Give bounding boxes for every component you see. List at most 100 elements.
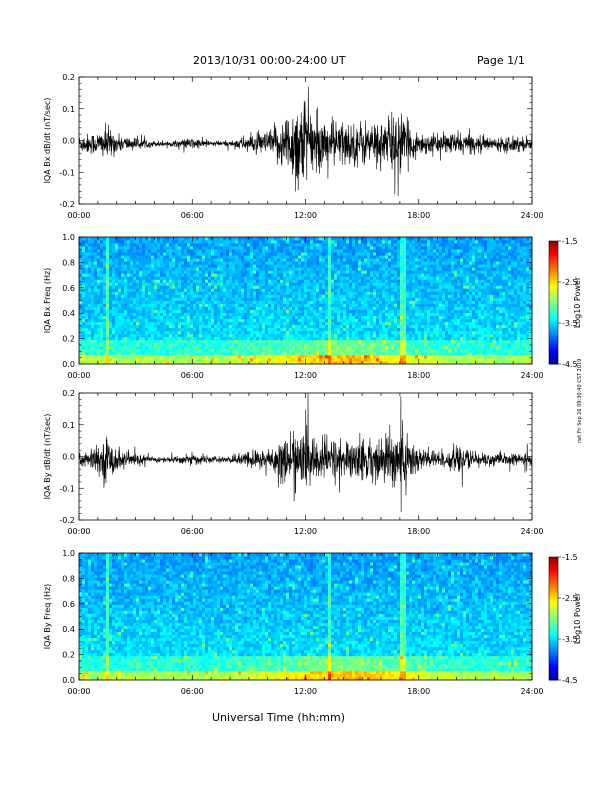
spectrogram-cell xyxy=(145,267,149,271)
spectrogram-cell xyxy=(106,303,110,307)
spectrogram-cell xyxy=(190,321,194,326)
spectrogram-cell xyxy=(190,249,194,253)
spectrogram-cell xyxy=(130,312,134,317)
spectrogram-cell xyxy=(199,288,203,292)
spectrogram-cell xyxy=(268,252,272,256)
spectrogram-cell xyxy=(112,255,116,259)
spectrogram-cell xyxy=(316,255,320,259)
spectrogram-cell xyxy=(109,306,113,310)
spectrogram-cell xyxy=(274,279,278,283)
spectrogram-cell xyxy=(265,318,269,323)
spectrogram-cell xyxy=(421,243,425,247)
spectrogram-cell xyxy=(340,318,344,323)
spectrogram-cell xyxy=(106,282,110,286)
spectrogram-cell xyxy=(391,240,395,244)
spectrogram-cell xyxy=(223,312,227,317)
spectrogram-cell xyxy=(100,249,104,253)
spectrogram-cell xyxy=(238,288,242,292)
spectrogram-cell xyxy=(340,240,344,244)
spectrogram-cell xyxy=(94,321,98,326)
spectrogram-cell xyxy=(184,282,188,286)
spectrogram-cell xyxy=(154,300,158,304)
spectrogram-cell xyxy=(289,333,293,338)
spectrogram-cell xyxy=(199,327,203,332)
spectrogram-cell xyxy=(115,312,119,317)
spectrogram-cell xyxy=(202,252,206,256)
spectrogram-cell xyxy=(325,237,329,241)
spectrogram-cell xyxy=(367,249,371,253)
spectrogram-cell xyxy=(136,330,140,335)
spectrogram-cell xyxy=(400,327,404,332)
spectrogram-cell xyxy=(142,303,146,307)
spectrogram-cell xyxy=(235,249,239,253)
spectrogram-cell xyxy=(322,327,326,332)
spectrogram-cell xyxy=(187,249,191,253)
spectrogram-cell xyxy=(367,264,371,268)
spectrogram-cell xyxy=(256,255,260,259)
spectrogram-cell xyxy=(415,306,419,310)
spectrogram-cell xyxy=(139,360,143,365)
spectrogram-cell xyxy=(247,336,251,341)
spectrogram-cell xyxy=(112,279,116,283)
spectrogram-cell xyxy=(241,357,245,362)
spectrogram-cell xyxy=(268,270,272,274)
spectrogram-cell xyxy=(163,330,167,335)
spectrogram-cell xyxy=(121,333,125,338)
spectrogram-cell xyxy=(403,312,407,317)
spectrogram-cell xyxy=(328,279,332,283)
spectrogram-cell xyxy=(163,294,167,298)
spectrogram-cell xyxy=(253,276,257,280)
spectrogram-cell xyxy=(358,243,362,247)
spectrogram-cell xyxy=(217,288,221,292)
spectrogram-cell xyxy=(256,351,260,356)
spectrogram-cell xyxy=(229,321,233,326)
spectrogram-cell xyxy=(250,273,254,277)
spectrogram-cell xyxy=(112,282,116,286)
spectrogram-cell xyxy=(346,354,350,359)
spectrogram-cell xyxy=(286,324,290,329)
spectrogram-cell xyxy=(427,318,431,323)
spectrogram-cell xyxy=(223,336,227,341)
spectrogram-cell xyxy=(271,270,275,274)
spectrogram-cell xyxy=(325,246,329,250)
spectrogram-cell xyxy=(280,354,284,359)
spectrogram-cell xyxy=(169,342,173,347)
spectrogram-cell xyxy=(337,264,341,268)
spectrogram-cell xyxy=(280,300,284,304)
spectrogram-cell xyxy=(277,342,281,347)
spectrogram-cell xyxy=(163,279,167,283)
spectrogram-cell xyxy=(103,252,107,256)
spectrogram-cell xyxy=(199,348,203,353)
spectrogram-cell xyxy=(307,339,311,344)
spectrogram-cell xyxy=(274,351,278,356)
spectrogram-cell xyxy=(424,270,428,274)
spectrogram-cell xyxy=(154,306,158,310)
spectrogram-cell xyxy=(385,330,389,335)
spectrogram-cell xyxy=(163,297,167,301)
spectrogram-cell xyxy=(340,285,344,289)
spectrogram-cell xyxy=(91,285,95,289)
spectrogram-cell xyxy=(157,276,161,280)
spectrogram-cell xyxy=(247,351,251,356)
spectrogram-cell xyxy=(280,267,284,271)
spectrogram-cell xyxy=(163,264,167,268)
spectrogram-cell xyxy=(193,300,197,304)
spectrogram-cell xyxy=(346,342,350,347)
spectrogram-cell xyxy=(313,252,317,256)
spectrogram-cell xyxy=(403,354,407,359)
spectrogram-cell xyxy=(343,357,347,362)
spectrogram-cell xyxy=(379,243,383,247)
spectrogram-cell xyxy=(367,246,371,250)
spectrogram-cell xyxy=(133,270,137,274)
spectrogram-cell xyxy=(271,312,275,317)
spectrogram-cell xyxy=(367,267,371,271)
spectrogram-cell xyxy=(421,258,425,262)
spectrogram-cell xyxy=(358,273,362,277)
spectrogram-cell xyxy=(118,303,122,307)
spectrogram-cell xyxy=(115,330,119,335)
spectrogram-cell xyxy=(151,306,155,310)
spectrogram-cell xyxy=(163,255,167,259)
spectrogram-cell xyxy=(295,267,299,271)
spectrogram-cell xyxy=(202,324,206,329)
spectrogram-cell xyxy=(415,291,419,295)
